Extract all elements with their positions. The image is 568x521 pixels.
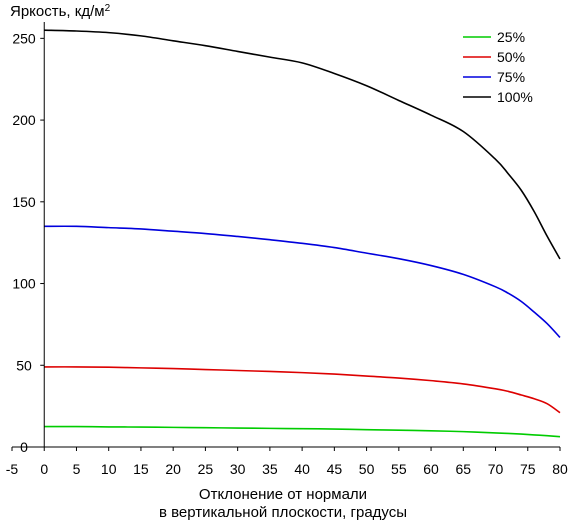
y-tick-label: 250 <box>12 30 36 46</box>
x-axis-title-line1: Отклонение от нормали <box>199 486 367 503</box>
x-tick-label: 45 <box>327 461 343 477</box>
legend-label: 50% <box>497 49 525 65</box>
x-tick-label: 10 <box>101 461 117 477</box>
x-tick-label: 35 <box>262 461 278 477</box>
x-tick-label: 50 <box>359 461 375 477</box>
x-tick-label: 40 <box>294 461 310 477</box>
x-tick-label: 70 <box>488 461 504 477</box>
axes-layer: -5 0 5 10 15 20 25 30 35 40 45 50 55 60 65 70 75 80050100… <box>6 22 568 477</box>
legend-label: 25% <box>497 29 525 45</box>
x-tick-label: 80 <box>552 461 568 477</box>
x-tick-label: 30 <box>230 461 246 477</box>
x-tick-label: 25 <box>198 461 214 477</box>
x-tick-label: 65 <box>456 461 472 477</box>
legend: 25% 50% 75% 100% <box>463 29 533 105</box>
x-tick-label: 0 <box>40 461 48 477</box>
x-axis-title-line2: в вертикальной плоскости, градусы <box>159 504 407 521</box>
series-layer <box>44 29 561 438</box>
x-tick-label: 5 <box>73 461 81 477</box>
x-tick-label: 20 <box>165 461 181 477</box>
series-line-100pct <box>44 29 561 260</box>
series-line-50pct <box>44 366 561 414</box>
y-tick-label: 50 <box>16 357 32 373</box>
x-tick-label: 60 <box>423 461 439 477</box>
y-tick-label: 0 <box>20 439 28 455</box>
y-axis-title: Яркость, кд/м2 <box>10 3 111 21</box>
x-tick-label: 15 <box>133 461 149 477</box>
legend-label: 75% <box>497 69 525 85</box>
series-line-25pct <box>44 425 561 438</box>
x-tick-label: -5 <box>6 461 19 477</box>
y-tick-label: 150 <box>12 194 36 210</box>
x-tick-label: 55 <box>391 461 407 477</box>
y-tick-label: 200 <box>12 112 36 128</box>
series-line-75pct <box>44 225 561 339</box>
y-tick-label: 100 <box>12 276 36 292</box>
legend-label: 100% <box>497 89 533 105</box>
x-tick-label: 75 <box>520 461 536 477</box>
